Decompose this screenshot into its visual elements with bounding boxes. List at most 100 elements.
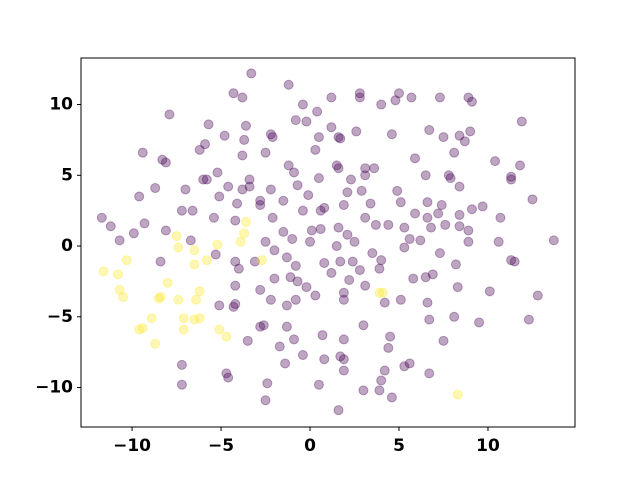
point [449, 147, 460, 158]
point [410, 208, 421, 219]
point [171, 231, 182, 242]
point [153, 293, 164, 304]
point [137, 147, 148, 158]
point [244, 174, 255, 185]
point [194, 313, 205, 324]
point [203, 119, 214, 130]
point [434, 248, 445, 259]
point [335, 351, 346, 362]
point [269, 273, 280, 284]
point [374, 385, 385, 396]
point [386, 392, 397, 403]
point [198, 174, 209, 185]
point [333, 405, 344, 416]
point [354, 92, 365, 103]
point [463, 236, 474, 247]
point [440, 219, 451, 230]
point [335, 256, 346, 267]
point [338, 287, 349, 298]
point [434, 92, 445, 103]
point [173, 294, 184, 305]
point [290, 115, 301, 126]
point [349, 236, 360, 247]
point [463, 225, 474, 236]
point [267, 212, 278, 223]
point [292, 276, 303, 287]
point [267, 132, 278, 143]
point [239, 228, 250, 239]
point [338, 200, 349, 211]
point [230, 215, 241, 226]
point [262, 378, 273, 389]
point [240, 120, 251, 131]
point [180, 184, 191, 195]
plot-frame [80, 57, 576, 428]
point [433, 208, 444, 219]
point [532, 290, 543, 301]
point [376, 375, 387, 386]
point [331, 241, 342, 252]
point [424, 314, 435, 325]
point [265, 184, 276, 195]
point [333, 163, 344, 174]
point [310, 144, 321, 155]
point [404, 233, 415, 244]
point [187, 205, 198, 216]
point [315, 205, 326, 216]
point [160, 157, 171, 168]
point [443, 170, 454, 181]
point [474, 317, 485, 328]
point [210, 249, 221, 260]
point [189, 259, 200, 270]
point [422, 297, 433, 308]
point [260, 395, 271, 406]
point [260, 236, 271, 247]
point [385, 331, 396, 342]
point [176, 359, 187, 370]
point [354, 88, 365, 99]
point [310, 290, 321, 301]
point [319, 354, 330, 365]
point [278, 226, 289, 237]
x-tick-label: −5 [208, 436, 234, 456]
point [326, 267, 337, 278]
point [258, 320, 269, 331]
point [256, 255, 267, 266]
point [292, 180, 303, 191]
point [342, 187, 353, 198]
point [297, 349, 308, 360]
point [114, 235, 125, 246]
point [134, 191, 145, 202]
point [121, 255, 132, 266]
point [289, 167, 300, 178]
point [281, 252, 292, 263]
point [223, 372, 234, 383]
point [228, 301, 239, 312]
point [344, 274, 355, 285]
point [173, 242, 184, 253]
point [150, 338, 161, 349]
point [157, 154, 168, 165]
x-tick-label: 5 [393, 436, 405, 456]
point [326, 122, 337, 133]
point [230, 256, 241, 267]
point [415, 235, 426, 246]
point [392, 185, 403, 196]
point [347, 256, 358, 267]
point [345, 174, 356, 185]
point [305, 236, 316, 247]
point [395, 197, 406, 208]
point [155, 291, 166, 302]
point [278, 195, 289, 206]
point [235, 236, 246, 247]
point [134, 324, 145, 335]
point [454, 221, 465, 232]
point [287, 233, 298, 244]
point [201, 255, 212, 266]
y-tick-label: −5 [47, 307, 73, 327]
point [290, 294, 301, 305]
point [118, 291, 129, 302]
point [506, 255, 517, 266]
point [285, 272, 296, 283]
point [495, 212, 506, 223]
